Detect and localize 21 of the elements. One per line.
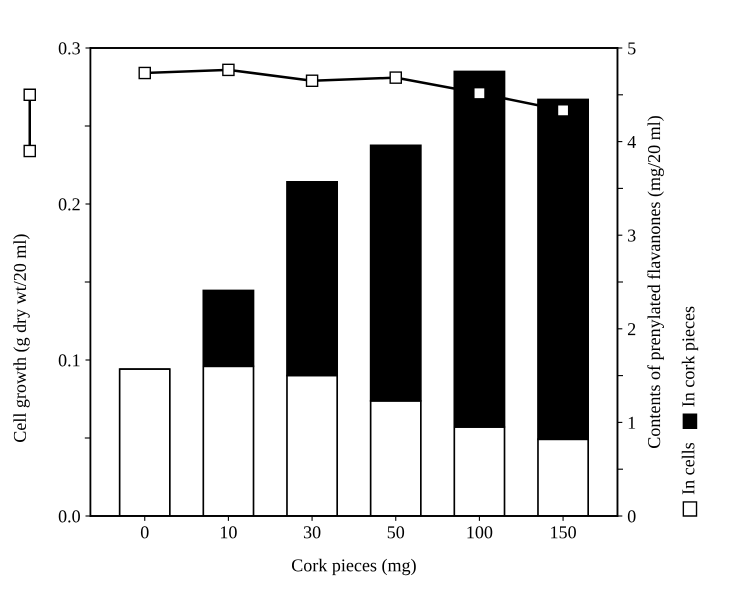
text: In cork pieces [682, 306, 698, 407]
legend-label: In cells [682, 442, 694, 494]
y2-tick-label: 4 [628, 136, 636, 148]
y2-tick-label: 2 [628, 323, 636, 336]
x-tick-label: 100 [467, 526, 492, 538]
y-tick-label: 0.0 [58, 510, 80, 523]
x-tick-label: 30 [304, 526, 320, 538]
y-tick-label: 0.2 [58, 198, 80, 211]
y-tick-label: 0.3 [58, 42, 80, 55]
x-tick-label: 0 [140, 526, 149, 538]
x-tick-label: 150 [551, 526, 576, 538]
y2-axis-title: Contents of prenylated flavanones (mg/20 ml) [647, 116, 664, 448]
y2-tick-label: 5 [628, 42, 636, 54]
y2-tick-label: 1 [628, 416, 636, 429]
y2-tick-label: 0 [628, 510, 636, 522]
x-axis-title: Cork pieces (mg) [292, 558, 416, 576]
y-tick-label: 0.1 [58, 354, 80, 367]
x-tick-label: 10 [220, 526, 237, 538]
y-axis-title: Cell growth (g dry wt/20 ml) [13, 234, 30, 442]
y2-tick-label: 3 [628, 230, 636, 242]
x-tick-label: 50 [388, 526, 404, 538]
